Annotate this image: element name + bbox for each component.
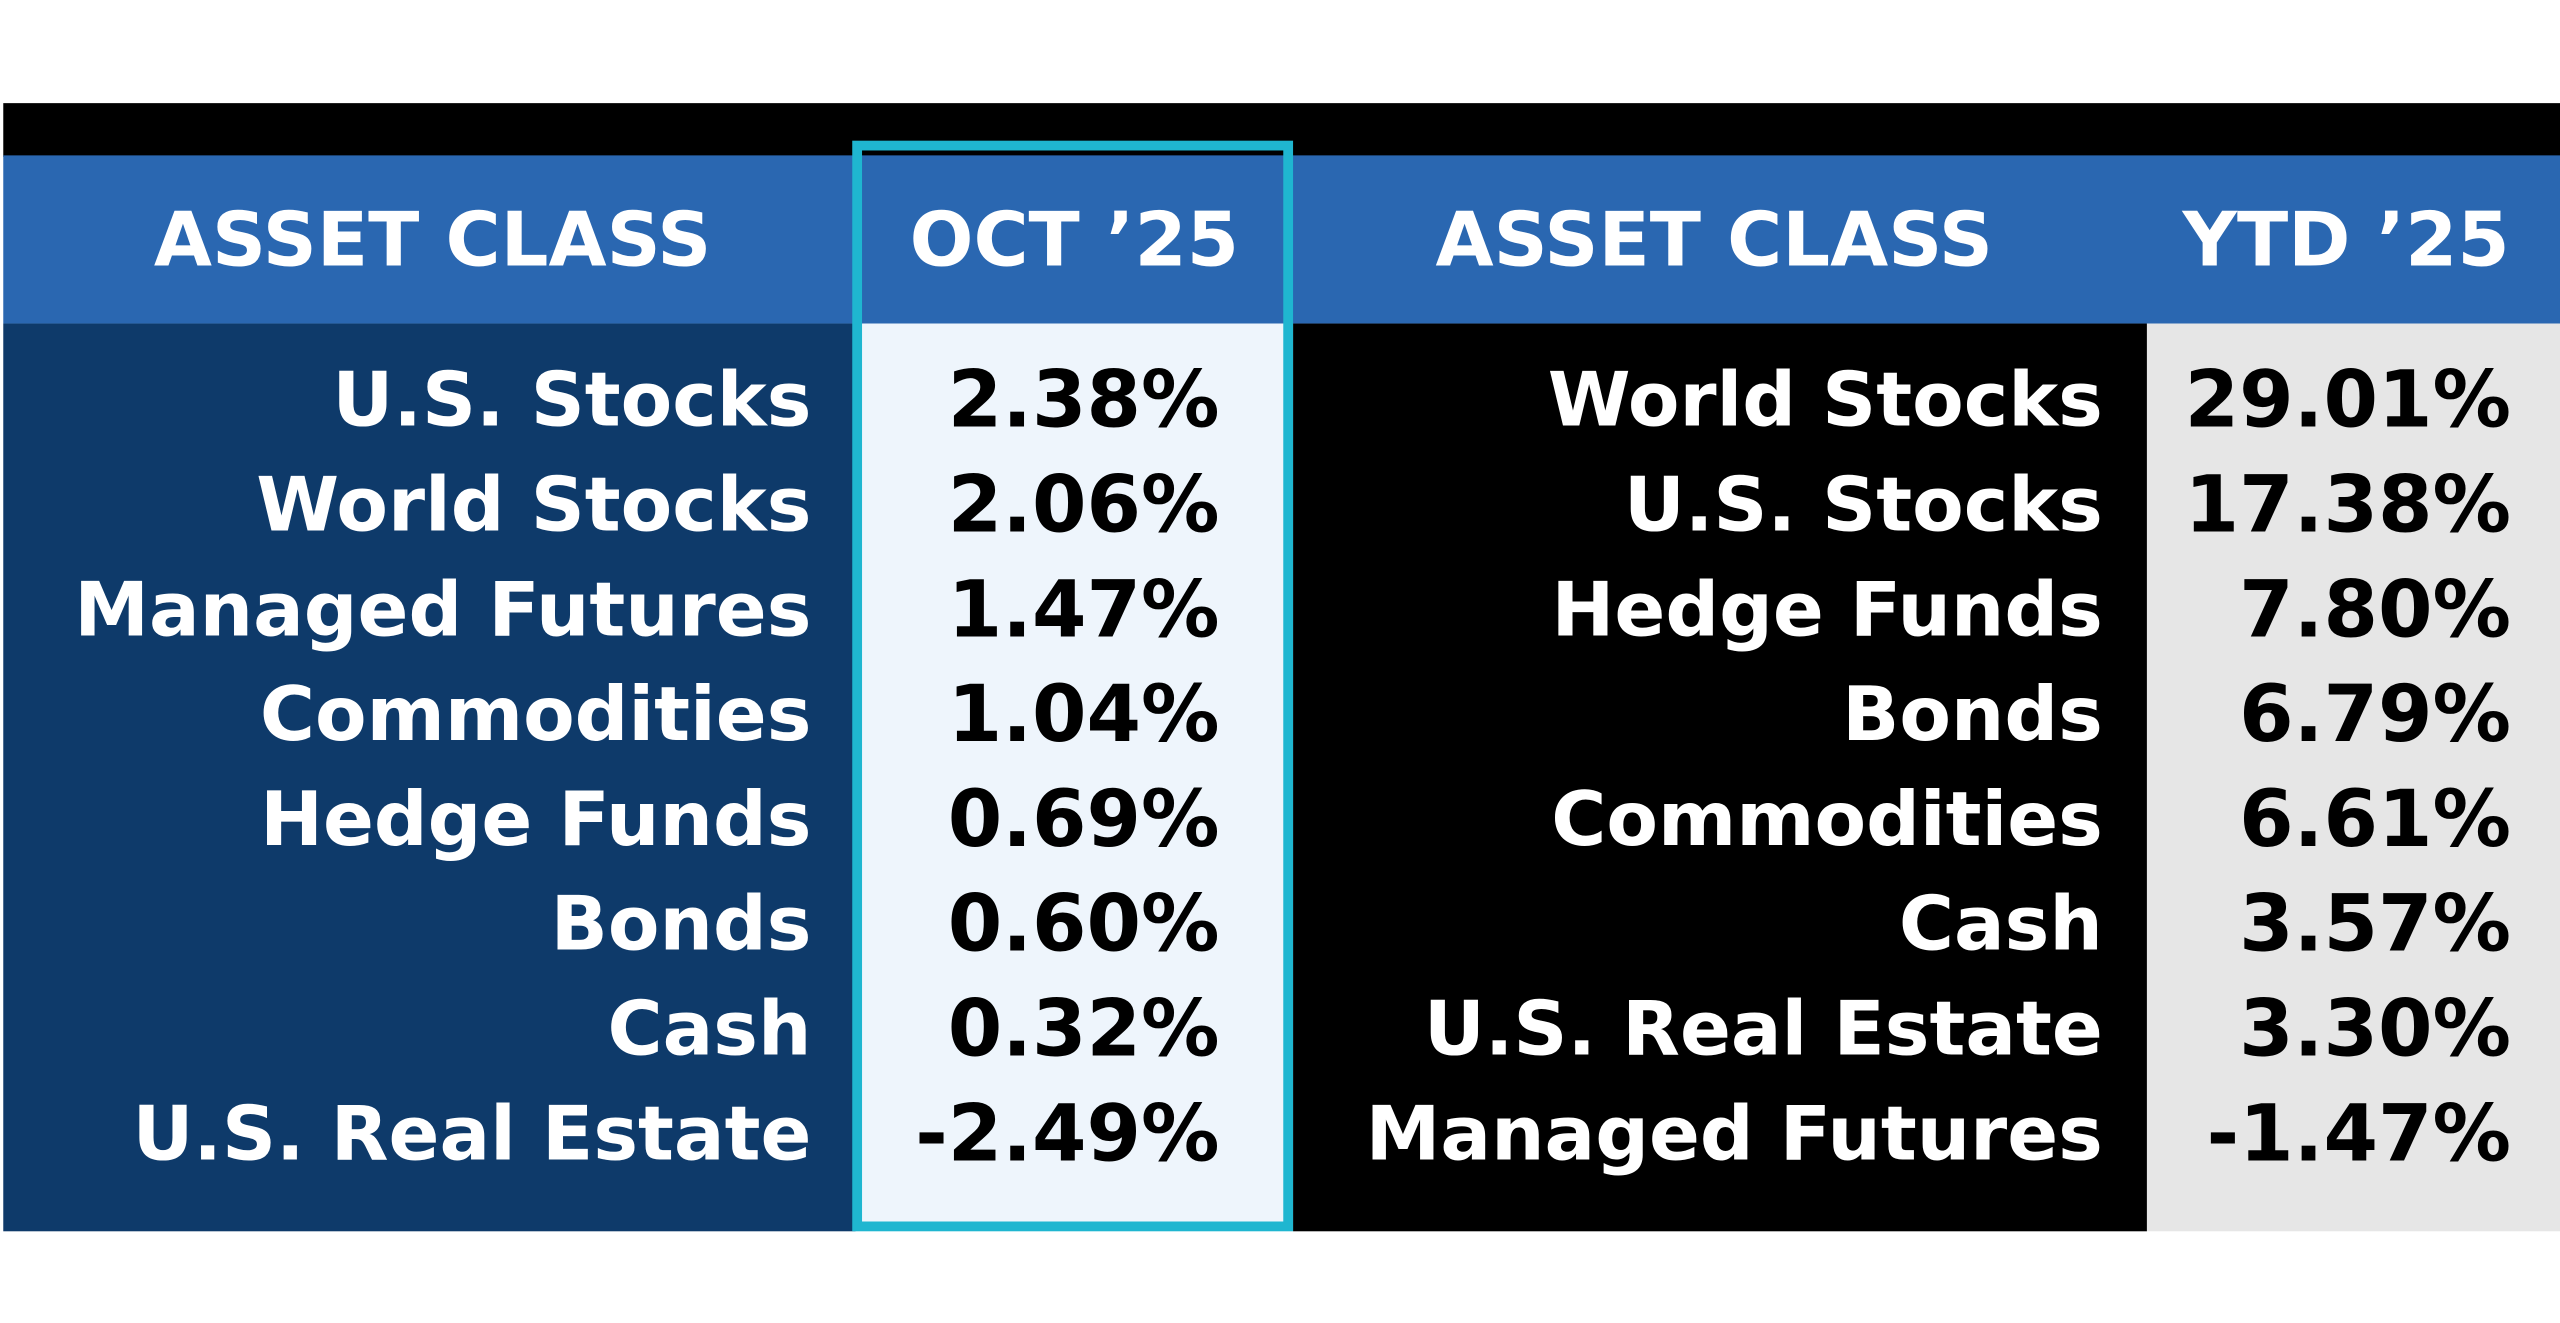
asset-class: Hedge Funds — [260, 775, 811, 863]
return-value: 3.57% — [2239, 879, 2511, 970]
asset-class: Hedge Funds — [1552, 565, 2103, 653]
left-label-column — [3, 323, 856, 1232]
return-value: 6.79% — [2239, 669, 2511, 760]
asset-class: U.S. Stocks — [1624, 460, 2103, 548]
asset-class: World Stocks — [1548, 356, 2103, 444]
asset-class: U.S. Stocks — [332, 356, 811, 444]
right-label-column — [1293, 323, 2147, 1232]
return-value: 0.32% — [948, 984, 1220, 1075]
asset-class: U.S. Real Estate — [132, 1089, 811, 1177]
asset-class: World Stocks — [256, 460, 811, 548]
return-value: 17.38% — [2185, 459, 2511, 550]
return-value: -1.47% — [2207, 1088, 2511, 1179]
asset-class: Managed Futures — [1366, 1089, 2103, 1177]
column-header: YTD ’25 — [2182, 196, 2510, 284]
return-value: 6.61% — [2239, 774, 2511, 865]
return-value: 1.47% — [948, 564, 1220, 655]
column-header: ASSET CLASS — [1436, 196, 1993, 284]
return-value: 0.60% — [948, 879, 1220, 970]
asset-class: Cash — [1899, 880, 2103, 968]
asset-class: U.S. Real Estate — [1424, 985, 2103, 1073]
oct-column — [857, 323, 1289, 1227]
return-value: 29.01% — [2185, 355, 2511, 446]
column-header: OCT ’25 — [910, 196, 1239, 284]
asset-class: Cash — [607, 985, 811, 1073]
return-value: 2.38% — [948, 355, 1220, 446]
asset-class: Commodities — [1551, 775, 2103, 863]
return-value: 2.06% — [948, 459, 1220, 550]
asset-class: Bonds — [551, 880, 812, 968]
return-value: 0.69% — [948, 774, 1220, 865]
asset-class: Managed Futures — [74, 565, 811, 653]
oct-highlight-border — [852, 140, 1294, 1232]
return-value: 1.04% — [948, 669, 1220, 760]
ytd-column — [2146, 323, 2560, 1232]
header-row — [3, 155, 2560, 324]
asset-class: Commodities — [260, 670, 812, 758]
asset-class: Bonds — [1842, 670, 2103, 758]
return-value: 7.80% — [2239, 564, 2511, 655]
return-value: 3.30% — [2239, 984, 2511, 1075]
return-value: -2.49% — [915, 1088, 1219, 1179]
column-header: ASSET CLASS — [154, 196, 711, 284]
